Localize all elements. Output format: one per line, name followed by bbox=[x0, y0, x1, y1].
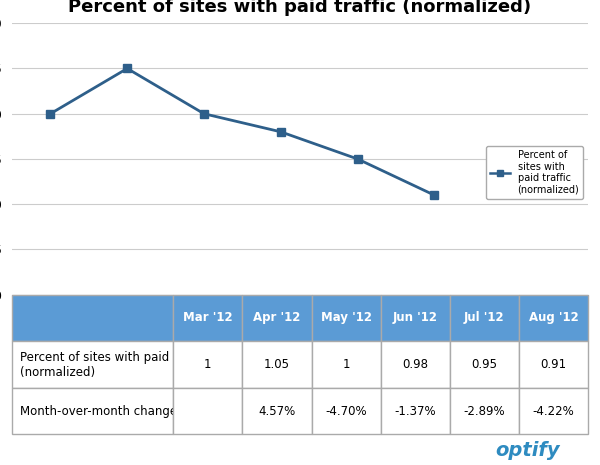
Legend: Percent of
sites with
paid traffic
(normalized): Percent of sites with paid traffic (norm… bbox=[487, 146, 583, 199]
Text: optify: optify bbox=[496, 441, 560, 460]
Title: Percent of sites with paid traffic (normalized): Percent of sites with paid traffic (norm… bbox=[68, 0, 532, 16]
